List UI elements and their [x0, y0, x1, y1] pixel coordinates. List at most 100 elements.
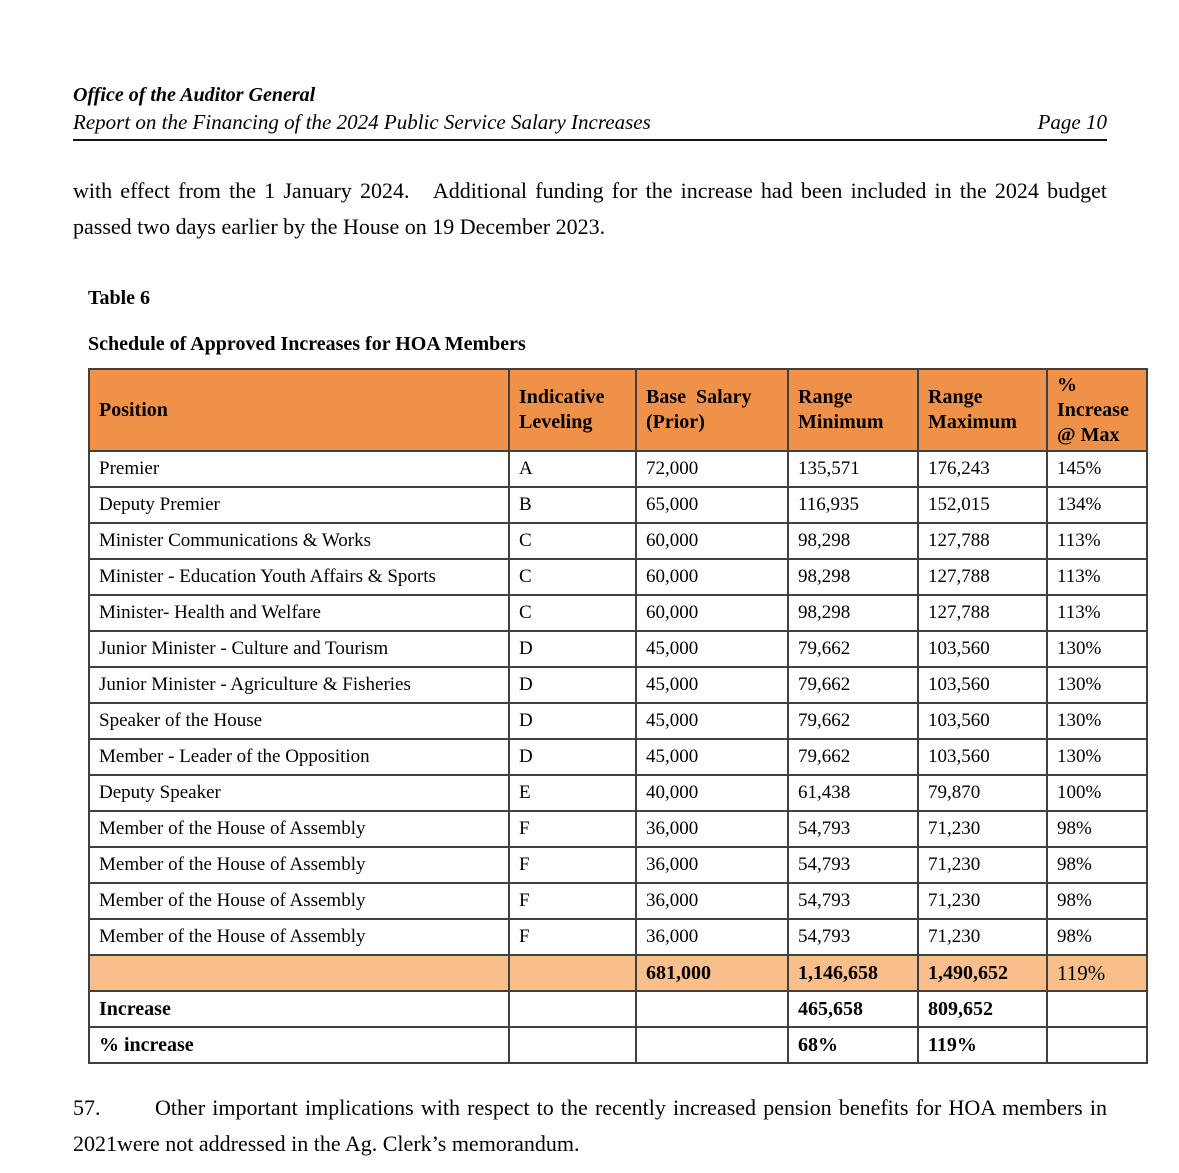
cell-level: F [508, 918, 637, 956]
pct-increase-row: % increase 68% 119% [88, 1026, 1148, 1064]
table-row: Member of the House of Assembly F 36,000… [88, 882, 1148, 920]
closing-paragraph: 57. Other important implications with res… [73, 1090, 1107, 1162]
cell-position: Member of the House of Assembly [88, 882, 510, 920]
cell-max: 71,230 [917, 882, 1048, 920]
cell-level: C [508, 594, 637, 632]
cell-level: F [508, 846, 637, 884]
col-pct-increase: % Increase @ Max [1046, 368, 1148, 452]
report-title-row: Report on the Financing of the 2024 Publ… [73, 109, 1107, 141]
cell-base: 60,000 [635, 594, 789, 632]
cell-base: 681,000 [635, 954, 789, 992]
cell-max: 119% [917, 1026, 1048, 1064]
cell-max: 103,560 [917, 702, 1048, 740]
cell-position: Deputy Premier [88, 486, 510, 524]
col-range-maximum: Range Maximum [917, 368, 1048, 452]
cell-level: D [508, 666, 637, 704]
table-label: Table 6 [88, 287, 151, 309]
cell-level: E [508, 774, 637, 812]
org-title: Office of the Auditor General [73, 84, 316, 106]
cell-min: 79,662 [787, 630, 919, 668]
cell-max: 1,490,652 [917, 954, 1048, 992]
cell-pct: 98% [1046, 918, 1148, 956]
cell-level: C [508, 522, 637, 560]
cell-base: 40,000 [635, 774, 789, 812]
cell-max: 127,788 [917, 594, 1048, 632]
cell-min: 54,793 [787, 918, 919, 956]
table-row: Speaker of the House D 45,000 79,662 103… [88, 702, 1148, 740]
cell-base: 36,000 [635, 918, 789, 956]
cell-pct: 113% [1046, 594, 1148, 632]
cell-level: F [508, 810, 637, 848]
cell-pct: 130% [1046, 702, 1148, 740]
cell-base [635, 990, 789, 1028]
cell-pct: 98% [1046, 846, 1148, 884]
table-row: Member of the House of Assembly F 36,000… [88, 918, 1148, 956]
cell-base: 45,000 [635, 738, 789, 776]
cell-base: 45,000 [635, 630, 789, 668]
table-row: Deputy Premier B 65,000 116,935 152,015 … [88, 486, 1148, 524]
cell-position: Minister Communications & Works [88, 522, 510, 560]
table-row: Member of the House of Assembly F 36,000… [88, 810, 1148, 848]
table-row: Minister - Education Youth Affairs & Spo… [88, 558, 1148, 596]
cell-min: 54,793 [787, 846, 919, 884]
cell-base: 60,000 [635, 558, 789, 596]
table-row: Member - Leader of the Opposition D 45,0… [88, 738, 1148, 776]
table-row: Junior Minister - Agriculture & Fisherie… [88, 666, 1148, 704]
cell-max: 127,788 [917, 522, 1048, 560]
cell-pct [1046, 990, 1148, 1028]
cell-min: 98,298 [787, 522, 919, 560]
cell-position: Member - Leader of the Opposition [88, 738, 510, 776]
table-row: Member of the House of Assembly F 36,000… [88, 846, 1148, 884]
cell-base: 60,000 [635, 522, 789, 560]
intro-paragraph: with effect from the 1 January 2024. Add… [73, 178, 1113, 239]
cell-pct: 134% [1046, 486, 1148, 524]
cell-pct: 98% [1046, 882, 1148, 920]
cell-min: 54,793 [787, 882, 919, 920]
col-base-salary: Base Salary (Prior) [635, 368, 789, 452]
cell-max: 79,870 [917, 774, 1048, 812]
cell-base: 36,000 [635, 882, 789, 920]
cell-min: 116,935 [787, 486, 919, 524]
cell-min: 465,658 [787, 990, 919, 1028]
cell-level: F [508, 882, 637, 920]
cell-level [508, 990, 637, 1028]
page-number: Page 10 [1037, 110, 1107, 134]
report-title: Report on the Financing of the 2024 Publ… [73, 110, 651, 134]
table-row: Minister Communications & Works C 60,000… [88, 522, 1148, 560]
cell-base: 65,000 [635, 486, 789, 524]
cell-min: 79,662 [787, 702, 919, 740]
document-header: Office of the Auditor General Report on … [73, 0, 1107, 141]
col-indicative-leveling: Indicative Leveling [508, 368, 637, 452]
table-title: Schedule of Approved Increases for HOA M… [88, 333, 526, 355]
cell-min: 54,793 [787, 810, 919, 848]
cell-max: 103,560 [917, 630, 1048, 668]
cell-pct: 119% [1046, 954, 1148, 992]
cell-pct [1046, 1026, 1148, 1064]
cell-min: 98,298 [787, 594, 919, 632]
table-row: Deputy Speaker E 40,000 61,438 79,870 10… [88, 774, 1148, 812]
cell-base: 45,000 [635, 666, 789, 704]
cell-base: 45,000 [635, 702, 789, 740]
cell-position: Minister - Education Youth Affairs & Spo… [88, 558, 510, 596]
cell-position: Member of the House of Assembly [88, 918, 510, 956]
cell-position: Member of the House of Assembly [88, 846, 510, 884]
cell-level: D [508, 630, 637, 668]
cell-max: 176,243 [917, 450, 1048, 488]
table-row: Junior Minister - Culture and Tourism D … [88, 630, 1148, 668]
cell-level: B [508, 486, 637, 524]
cell-level: C [508, 558, 637, 596]
paragraph-text: Other important implications with respec… [73, 1095, 1107, 1156]
cell-min: 79,662 [787, 738, 919, 776]
cell-max: 809,652 [917, 990, 1048, 1028]
cell-min: 68% [787, 1026, 919, 1064]
cell-level [508, 1026, 637, 1064]
cell-level: A [508, 450, 637, 488]
cell-min: 1,146,658 [787, 954, 919, 992]
cell-pct: 145% [1046, 450, 1148, 488]
cell-position: Deputy Speaker [88, 774, 510, 812]
cell-position: Increase [88, 990, 510, 1028]
cell-pct: 113% [1046, 522, 1148, 560]
col-position: Position [88, 368, 510, 452]
cell-min: 98,298 [787, 558, 919, 596]
